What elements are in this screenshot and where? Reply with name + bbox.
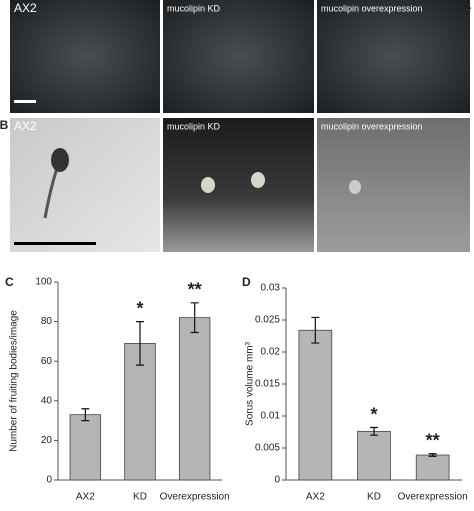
x-tick-label: KD — [133, 492, 147, 503]
image-label: AX2 — [14, 1, 37, 15]
y-tick-label: 0.005 — [255, 443, 280, 454]
panel-letter: C — [5, 275, 14, 289]
photo — [163, 118, 314, 252]
error-bar — [428, 453, 437, 457]
bar — [178, 317, 211, 481]
y-tick-label: 100 — [35, 277, 52, 288]
error-bar — [370, 426, 378, 436]
y-tick-label: 0.01 — [261, 411, 281, 422]
x-tick-label: AX2 — [76, 492, 95, 503]
x-tick-label: Overexpression — [160, 492, 230, 503]
error-bar — [190, 302, 199, 334]
y-tick-label: 0.025 — [255, 315, 280, 326]
bar — [415, 454, 450, 481]
image-label: mucolipin KD — [167, 3, 221, 13]
photo — [163, 0, 314, 113]
y-tick-label: 80 — [41, 316, 53, 327]
photo — [10, 118, 160, 252]
stalk — [43, 167, 59, 219]
panel-letter: B — [0, 118, 9, 132]
error-bar — [81, 408, 90, 422]
bar — [298, 329, 333, 481]
significance: * — [370, 404, 377, 424]
image-label: AX2 — [14, 119, 37, 133]
bar — [69, 414, 102, 481]
error-bar — [311, 316, 320, 344]
y-tick-label: 0 — [274, 475, 280, 486]
sorus — [251, 172, 265, 188]
x-tick-label: KD — [367, 492, 381, 503]
y-tick-label: 0 — [46, 475, 52, 486]
panel-letter: D — [242, 275, 251, 289]
photo — [10, 0, 160, 113]
x-tick-label: Overexpression — [398, 492, 468, 503]
photo — [317, 118, 470, 252]
y-tick-label: 0.03 — [261, 283, 281, 294]
sorus — [201, 177, 215, 193]
sorus — [51, 148, 69, 172]
significance: ** — [426, 431, 440, 451]
photo — [317, 0, 470, 113]
image-label: mucolipin KD — [167, 121, 221, 131]
image-label: mucolipin overexpression — [321, 3, 423, 13]
scale-bar — [14, 242, 96, 245]
panel-letter: A — [463, 0, 472, 12]
image-label: mucolipin overexpression — [321, 121, 423, 131]
bar — [357, 430, 391, 481]
bar — [124, 342, 156, 481]
significance: ** — [188, 280, 202, 300]
significance: * — [136, 298, 143, 318]
y-tick-label: 0.02 — [261, 347, 281, 358]
y-tick-label: 40 — [41, 395, 53, 406]
x-tick-label: AX2 — [306, 492, 325, 503]
y-axis-label: Number of fruiting bodies/image — [9, 310, 20, 452]
y-tick-label: 60 — [41, 356, 53, 367]
y-axis-label: Sorus volume mm³ — [245, 341, 256, 426]
error-bar — [136, 321, 144, 366]
scale-bar — [14, 100, 36, 103]
y-tick-label: 20 — [41, 435, 53, 446]
sorus — [349, 180, 361, 194]
y-tick-label: 0.015 — [255, 379, 280, 390]
